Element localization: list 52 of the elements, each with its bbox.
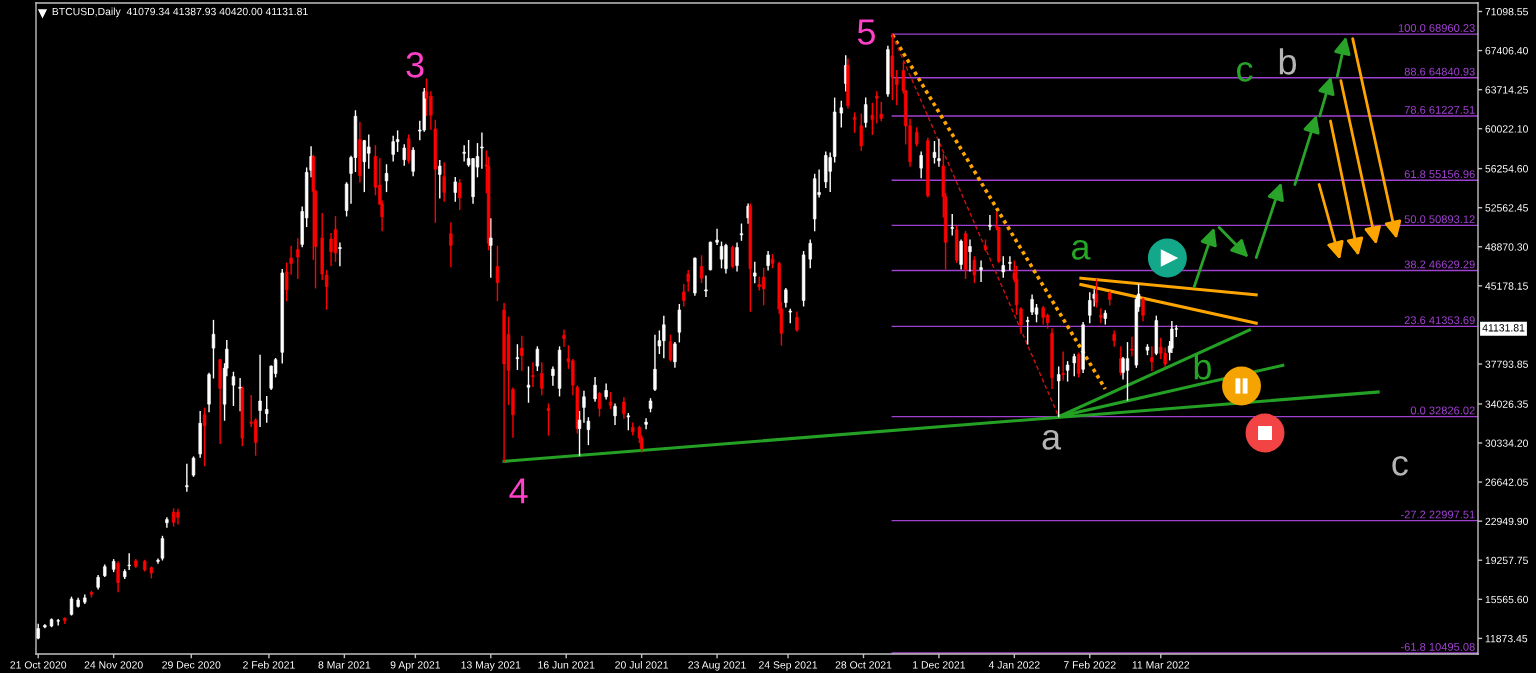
series-label: -27.2 22997.51 bbox=[1400, 510, 1475, 519]
series-label: 38.2 46629.29 bbox=[1404, 260, 1475, 269]
y-tick-label: 26642.05 bbox=[1485, 478, 1528, 486]
series-label: 50.0 50893.12 bbox=[1404, 215, 1475, 224]
series-label: 23.6 41353.69 bbox=[1404, 316, 1475, 325]
y-tick-label: 22949.90 bbox=[1485, 517, 1528, 526]
y-tick-label: 11873.45 bbox=[1485, 634, 1528, 643]
y-tick-label: 45178.15 bbox=[1485, 282, 1528, 290]
y-tick-label: 52562.45 bbox=[1485, 204, 1528, 212]
y-tick-label: 56254.60 bbox=[1485, 165, 1528, 173]
x-tick-label: 7 Feb 2022 bbox=[1063, 660, 1116, 669]
y-tick-label: 37793.85 bbox=[1485, 360, 1528, 368]
chart-title: BTCUSD,Daily 41079.34 41387.93 40420.00 41131.81 bbox=[52, 7, 308, 18]
annotation: a bbox=[1042, 429, 1062, 450]
x-tick-label: 2 Feb 2021 bbox=[243, 660, 295, 669]
x-tick-label: 9 Apr 2021 bbox=[390, 661, 441, 671]
annotation: 3 bbox=[406, 52, 424, 78]
series-label: 78.6 61227.51 bbox=[1404, 105, 1475, 114]
x-tick-label: 29 Dec 2020 bbox=[162, 661, 221, 669]
y-tick-label: 30334.20 bbox=[1485, 439, 1528, 447]
y-tick-label: 19257.75 bbox=[1485, 556, 1528, 565]
x-tick-label: 24 Sep 2021 bbox=[759, 661, 818, 671]
annotation: c bbox=[1392, 455, 1408, 476]
x-tick-label: 16 Jun 2021 bbox=[538, 661, 595, 669]
y-tick-label: 48870.30 bbox=[1485, 243, 1528, 251]
x-tick-label: 11 Mar 2022 bbox=[1132, 661, 1190, 669]
text: 41131.81 bbox=[1482, 324, 1525, 332]
x-tick-label: 21 Oct 2020 bbox=[10, 661, 67, 669]
y-tick-label: 67406.40 bbox=[1485, 47, 1528, 55]
x-tick-label: 24 Nov 2020 bbox=[84, 661, 143, 669]
x-tick-label: 1 Dec 2021 bbox=[913, 661, 966, 669]
annotation: b bbox=[1279, 48, 1297, 75]
x-tick-label: 13 May 2021 bbox=[461, 661, 521, 671]
x-tick-label: 28 Oct 2021 bbox=[835, 661, 892, 669]
series-label: 88.6 64840.93 bbox=[1404, 67, 1475, 76]
series-label: 61.8 55156.96 bbox=[1404, 170, 1475, 179]
annotation: b bbox=[1194, 353, 1211, 380]
x-tick-label: 4 Jan 2022 bbox=[988, 661, 1040, 669]
y-tick-label: 63714.25 bbox=[1485, 86, 1528, 94]
series-label: -61.8 10495.08 bbox=[1400, 642, 1475, 651]
y-tick-label: 71098.55 bbox=[1485, 7, 1528, 16]
series-label: 100.0 68960.23 bbox=[1398, 24, 1475, 32]
annotation: 4 bbox=[509, 478, 528, 504]
x-tick-label: 20 Jul 2021 bbox=[615, 660, 669, 669]
series-label: 0.0 32826.02 bbox=[1410, 406, 1475, 415]
y-tick-label: 15565.60 bbox=[1485, 595, 1528, 604]
y-tick-label: 34026.35 bbox=[1485, 400, 1528, 408]
x-tick-label: 23 Aug 2021 bbox=[688, 661, 746, 671]
y-tick-label: 60022.10 bbox=[1485, 125, 1528, 133]
x-tick-label: 8 Mar 2021 bbox=[318, 661, 371, 669]
annotation: a bbox=[1071, 239, 1091, 260]
annotation: 5 bbox=[857, 19, 875, 45]
